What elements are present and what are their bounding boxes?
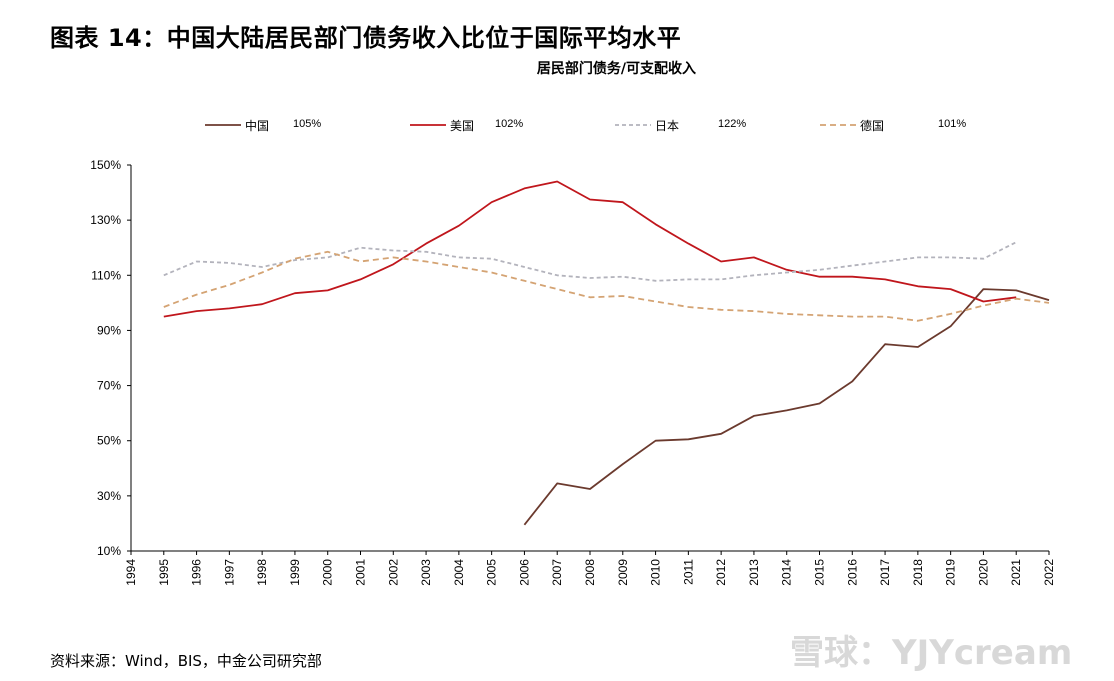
x-tick-label: 1999 xyxy=(288,559,302,586)
legend-label: 德国 xyxy=(860,118,884,133)
x-tick-label: 2011 xyxy=(681,559,695,585)
legend-annotation: 122% xyxy=(718,118,746,130)
figure-title: 图表 14：中国大陆居民部门债务收入比位于国际平均水平 xyxy=(50,24,682,52)
x-tick-label: 2020 xyxy=(976,559,990,586)
x-tick-label: 1996 xyxy=(190,559,204,586)
x-tick-label: 2017 xyxy=(878,559,892,586)
series-line xyxy=(523,288,1050,526)
series-line xyxy=(163,250,1050,322)
x-tick-label: 2001 xyxy=(354,559,368,586)
chart-series xyxy=(163,180,1050,526)
legend-label: 中国 xyxy=(245,118,269,133)
x-tick-label: 2007 xyxy=(550,559,564,586)
x-tick-label: 2022 xyxy=(1042,559,1056,586)
x-tick-label: 2010 xyxy=(649,559,663,586)
x-tick-label: 2018 xyxy=(911,559,925,586)
x-tick-label: 2002 xyxy=(386,559,400,586)
x-tick-label: 2006 xyxy=(517,559,531,586)
x-tick-label: 2005 xyxy=(485,559,499,586)
x-tick-label: 2016 xyxy=(845,559,859,586)
y-tick-label: 30% xyxy=(97,489,121,503)
y-tick-label: 50% xyxy=(97,434,121,448)
y-tick-label: 10% xyxy=(97,544,121,558)
y-tick-label: 150% xyxy=(90,158,121,172)
legend-label: 美国 xyxy=(450,119,474,133)
x-tick-label: 1998 xyxy=(255,559,269,586)
x-tick-label: 1995 xyxy=(157,559,171,586)
legend-annotation: 102% xyxy=(495,118,523,130)
x-tick-label: 2003 xyxy=(419,559,433,586)
x-tick-label: 1997 xyxy=(222,559,236,586)
x-tick-label: 2021 xyxy=(1009,559,1023,586)
series-line xyxy=(163,241,1017,282)
source-note: 资料来源：Wind，BIS，中金公司研究部 xyxy=(50,652,322,670)
x-tick-label: 1994 xyxy=(124,559,138,586)
chart-legend: 中国 105% 美国 102% 日本 122% 德国 101% xyxy=(205,118,966,133)
y-tick-label: 90% xyxy=(97,323,121,337)
x-tick-label: 2012 xyxy=(714,559,728,586)
x-tick-label: 2013 xyxy=(747,559,761,586)
x-tick-label: 2015 xyxy=(813,559,827,586)
x-tick-label: 2009 xyxy=(616,559,630,586)
series-line xyxy=(163,180,1017,318)
y-tick-label: 110% xyxy=(91,268,121,282)
legend-label: 日本 xyxy=(655,119,679,133)
y-tick-label: 70% xyxy=(97,379,121,393)
x-tick-label: 2000 xyxy=(321,559,335,586)
x-tick-label: 2014 xyxy=(780,559,794,586)
figure-subtitle: 居民部门债务/可支配收入 xyxy=(536,61,696,77)
y-tick-label: 130% xyxy=(90,213,121,227)
chart-axes: 10% 30% 50% 70% 90% 110% 130% 150% 1994 1995 1996 1… xyxy=(90,158,1056,586)
watermark: 雪球：YJYcream xyxy=(790,633,1073,673)
x-tick-label: 2004 xyxy=(452,559,466,586)
legend-annotation: 101% xyxy=(938,118,966,130)
x-tick-label: 2019 xyxy=(944,559,958,586)
x-tick-label: 2008 xyxy=(583,559,597,586)
legend-annotation: 105% xyxy=(293,118,321,130)
